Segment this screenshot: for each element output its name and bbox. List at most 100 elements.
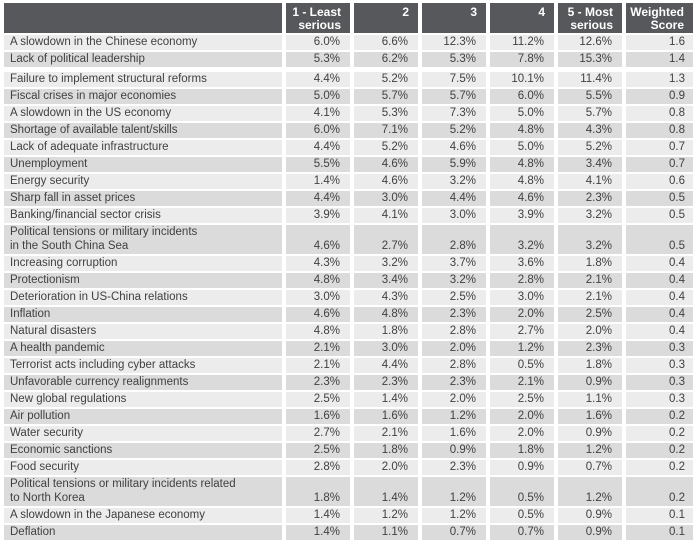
- value-cell: 5.0%: [490, 140, 554, 155]
- row-label-cell: Lack of adequate infrastructure: [4, 140, 282, 155]
- weighted-score-cell: 0.5: [626, 191, 693, 206]
- value-cell: 2.3%: [422, 460, 486, 475]
- row-label-cell: Banking/financial sector crisis: [4, 208, 282, 223]
- value-cell: 3.7%: [422, 256, 486, 271]
- row-label-cell: Terrorist acts including cyber attacks: [4, 358, 282, 373]
- weighted-score-cell: 0.3: [626, 375, 693, 390]
- value-cell: 4.4%: [422, 191, 486, 206]
- table-row: A slowdown in the US economy 4.1% 5.3% 7.3%…: [4, 106, 693, 121]
- table-row: Shortage of available talent/skills 6.0% 7…: [4, 123, 693, 138]
- value-cell: 1.8%: [354, 324, 418, 339]
- table-row: Fiscal crises in major economies 5.0% 5.7%…: [4, 89, 693, 104]
- value-cell: 4.3%: [354, 290, 418, 305]
- table-row: A health pandemic 2.1% 3.0% 2.0% 1.2% 2.3% 0.3: [4, 341, 693, 356]
- value-cell: 0.9%: [422, 443, 486, 458]
- value-cell: 3.2%: [490, 225, 554, 254]
- value-cell: 1.4%: [354, 477, 418, 506]
- value-cell: 6.2%: [354, 52, 418, 67]
- column-header: 2: [354, 3, 418, 33]
- table-row: Inflation 4.6% 4.8% 2.3% 2.0% 2.5% 0.4: [4, 307, 693, 322]
- value-cell: 7.5%: [422, 69, 486, 87]
- value-cell: 1.2%: [422, 477, 486, 506]
- value-cell: 1.8%: [558, 358, 622, 373]
- row-label-cell: Shortage of available talent/skills: [4, 123, 282, 138]
- value-cell: 3.0%: [422, 208, 486, 223]
- value-cell: 5.7%: [354, 89, 418, 104]
- value-cell: 11.4%: [558, 69, 622, 87]
- weighted-score-cell: 0.4: [626, 290, 693, 305]
- value-cell: 4.6%: [286, 307, 350, 322]
- row-label-cell: Water security: [4, 426, 282, 441]
- value-cell: 1.2%: [558, 443, 622, 458]
- weighted-score-cell: 0.3: [626, 392, 693, 407]
- value-cell: 5.5%: [558, 89, 622, 104]
- weighted-score-cell: 0.5: [626, 225, 693, 254]
- value-cell: 4.6%: [422, 140, 486, 155]
- value-cell: 1.8%: [354, 443, 418, 458]
- value-cell: 2.5%: [286, 392, 350, 407]
- value-cell: 5.0%: [286, 89, 350, 104]
- row-label-cell: Political tensions or military incidents…: [4, 225, 282, 254]
- table-body: A slowdown in the Chinese economy 6.0% 6.6…: [4, 35, 693, 540]
- value-cell: 2.0%: [490, 307, 554, 322]
- weighted-score-cell: 0.5: [626, 208, 693, 223]
- value-cell: 12.3%: [422, 35, 486, 50]
- value-cell: 2.3%: [354, 375, 418, 390]
- table-row: Energy security 1.4% 4.6% 3.2% 4.8% 4.1% 0.6: [4, 174, 693, 189]
- value-cell: 2.3%: [286, 375, 350, 390]
- table-row: Increasing corruption 4.3% 3.2% 3.7% 3.6% 1.8…: [4, 256, 693, 271]
- value-cell: 2.1%: [286, 358, 350, 373]
- table-row: Banking/financial sector crisis 3.9% 4.1% 3…: [4, 208, 693, 223]
- table-row: Terrorist acts including cyber attacks 2.…: [4, 358, 693, 373]
- value-cell: 12.6%: [558, 35, 622, 50]
- value-cell: 6.0%: [286, 35, 350, 50]
- value-cell: 4.3%: [558, 123, 622, 138]
- table-row: Political tensions or military incidents…: [4, 225, 693, 254]
- value-cell: 2.8%: [422, 324, 486, 339]
- row-label-cell: Deterioration in US-China relations: [4, 290, 282, 305]
- value-cell: 0.9%: [558, 426, 622, 441]
- table-row: Lack of political leadership 5.3% 6.2% 5.3%…: [4, 52, 693, 67]
- value-cell: 4.4%: [286, 140, 350, 155]
- value-cell: 5.2%: [422, 123, 486, 138]
- table-row: Sharp fall in asset prices 4.4% 3.0% 4.4% 4.…: [4, 191, 693, 206]
- value-cell: 1.4%: [286, 508, 350, 523]
- table-row: A slowdown in the Chinese economy 6.0% 6.6…: [4, 35, 693, 50]
- row-label-cell: A slowdown in the Chinese economy: [4, 35, 282, 50]
- value-cell: 6.0%: [286, 123, 350, 138]
- table-row: A slowdown in the Japanese economy 1.4% 1.…: [4, 508, 693, 523]
- table-row: Deflation 1.4% 1.1% 0.7% 0.7% 0.9% 0.1: [4, 525, 693, 540]
- value-cell: 2.3%: [422, 375, 486, 390]
- value-cell: 1.6%: [286, 409, 350, 424]
- value-cell: 2.5%: [558, 307, 622, 322]
- value-cell: 5.3%: [286, 52, 350, 67]
- value-cell: 1.2%: [558, 477, 622, 506]
- value-cell: 4.8%: [490, 157, 554, 172]
- weighted-score-cell: 0.7: [626, 157, 693, 172]
- weighted-score-cell: 0.2: [626, 409, 693, 424]
- value-cell: 1.2%: [422, 508, 486, 523]
- weighted-score-cell: 0.1: [626, 525, 693, 540]
- value-cell: 10.1%: [490, 69, 554, 87]
- value-cell: 2.1%: [490, 375, 554, 390]
- value-cell: 1.8%: [558, 256, 622, 271]
- value-cell: 4.8%: [286, 273, 350, 288]
- weighted-score-cell: 0.4: [626, 324, 693, 339]
- value-cell: 1.2%: [354, 508, 418, 523]
- value-cell: 0.9%: [558, 508, 622, 523]
- value-cell: 2.3%: [558, 191, 622, 206]
- value-cell: 0.7%: [490, 525, 554, 540]
- value-cell: 3.0%: [286, 290, 350, 305]
- value-cell: 2.8%: [286, 460, 350, 475]
- weighted-score-cell: 0.1: [626, 508, 693, 523]
- value-cell: 2.7%: [354, 225, 418, 254]
- value-cell: 3.4%: [354, 273, 418, 288]
- value-cell: 4.6%: [490, 191, 554, 206]
- value-cell: 3.2%: [558, 208, 622, 223]
- value-cell: 3.2%: [558, 225, 622, 254]
- value-cell: 2.5%: [422, 290, 486, 305]
- value-cell: 0.9%: [490, 460, 554, 475]
- weighted-score-cell: 1.4: [626, 52, 693, 67]
